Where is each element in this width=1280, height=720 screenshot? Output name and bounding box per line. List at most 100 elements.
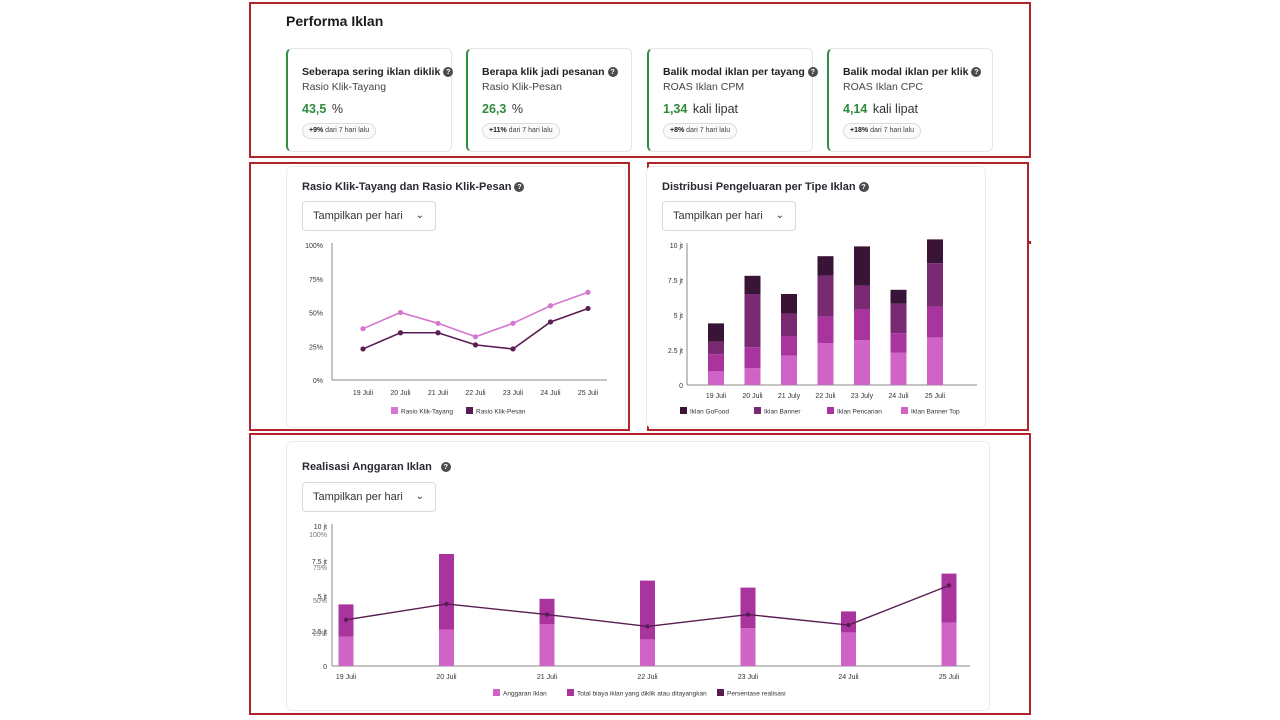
y-tick-percent-label: 25%	[313, 631, 327, 638]
data-point	[397, 309, 404, 316]
help-icon[interactable]: ?	[807, 67, 818, 78]
bar-segment	[740, 587, 756, 629]
x-tick-label: 23 Juli	[738, 674, 759, 681]
bar-segment	[744, 275, 761, 294]
realization-point	[444, 601, 449, 607]
realization-point	[544, 612, 550, 617]
y-tick-label: 0%	[313, 378, 323, 385]
chevron-down-icon: ⌄	[775, 210, 784, 221]
bar-segment	[927, 337, 943, 385]
legend-label: Iklan Pencarian	[837, 409, 882, 416]
help-icon[interactable]: ?	[443, 67, 454, 78]
y-tick-percent-label: 75%	[313, 565, 327, 572]
x-tick-label: 25 Juli	[578, 390, 599, 397]
x-tick-label: 20 Juli	[390, 390, 411, 397]
y-tick-label: 25%	[309, 344, 323, 351]
data-point	[397, 330, 404, 336]
ratio-period-dropdown[interactable]: Tampilkan per hari ⌄	[302, 201, 436, 231]
metric-card-subtitle: Rasio Klik-Tayang	[302, 81, 387, 93]
metric-card-title: Balik modal iklan per klik?	[843, 66, 982, 78]
bar-segment	[817, 343, 834, 385]
x-tick-label: 23 Juli	[503, 390, 524, 397]
metric-card-value: 1,34 kali lipat	[663, 102, 738, 116]
y-tick-percent-label: 50%	[313, 598, 327, 605]
data-point	[360, 346, 366, 352]
legend-swatch	[567, 689, 574, 696]
legend-swatch	[754, 407, 761, 414]
performa-title: Performa Iklan	[286, 13, 384, 29]
metric-card-value: 4,14 kali lipat	[843, 102, 918, 116]
bar-segment	[854, 246, 870, 286]
x-tick-label: 20 Juli	[742, 393, 763, 400]
help-icon[interactable]: ?	[514, 182, 525, 193]
metric-card-roas-cpm[interactable]: Balik modal iklan per tayang? ROAS Iklan…	[647, 48, 818, 152]
metric-card-roas-cpc[interactable]: Balik modal iklan per klik? ROAS Iklan C…	[827, 48, 993, 152]
x-tick-label: 22 Juli	[815, 393, 836, 400]
distribution-period-dropdown[interactable]: Tampilkan per hari ⌄	[662, 201, 796, 231]
budget-combo-chart: 0 2.5 jt 5 jt 7.5 jt 10 jt 25% 50% 75% 100% 19 Ju…	[309, 524, 970, 698]
metric-card-value: 43,5 %	[302, 102, 343, 116]
y-tick-label: 10 jt	[314, 524, 327, 531]
data-point	[585, 289, 591, 295]
bar-segment	[708, 341, 724, 355]
x-tick-label: 24 Juli	[838, 674, 859, 681]
ratio-chart-title: Rasio Klik-Tayang dan Rasio Klik-Pesan?	[302, 181, 525, 193]
ratio-line-chart: 0% 25% 50% 75% 100% 19 Juli 20 Juli 21 Juli 22 J…	[305, 243, 607, 416]
y-tick-percent-label: 100%	[309, 532, 327, 539]
bar-segment	[854, 309, 870, 341]
legend-label: Iklan Banner Top	[911, 409, 960, 416]
x-tick-label: 24 Juli	[888, 393, 909, 400]
bar-segment	[927, 306, 943, 338]
bar-segment	[640, 639, 655, 666]
metric-card-subtitle: ROAS Iklan CPM	[663, 81, 745, 93]
legend-swatch	[827, 407, 834, 414]
legend-swatch	[466, 407, 473, 414]
bar-segment	[817, 316, 834, 343]
help-icon[interactable]: ?	[858, 182, 869, 193]
annotation-dot	[1028, 241, 1031, 244]
x-tick-label: 25 Juli	[939, 674, 960, 681]
legend-swatch	[717, 689, 724, 696]
data-point	[585, 305, 591, 312]
x-tick-label: 24 Juli	[540, 390, 561, 397]
bar-segment	[781, 294, 797, 314]
realization-point	[745, 612, 751, 617]
bar-segment	[740, 628, 756, 666]
bar-segment	[781, 355, 797, 385]
bar-segment	[890, 303, 907, 334]
data-point	[435, 320, 441, 326]
metric-card-conversion[interactable]: Berapa klik jadi pesanan? Rasio Klik-Pes…	[466, 48, 632, 152]
legend-swatch	[493, 689, 500, 696]
data-point	[510, 320, 516, 326]
series-line	[362, 291, 589, 338]
x-tick-label: 20 Juli	[436, 674, 457, 681]
x-tick-label: 19 Juli	[336, 674, 357, 681]
metric-card-ctr[interactable]: Seberapa sering iklan diklik? Rasio Klik…	[286, 48, 454, 152]
help-icon[interactable]: ?	[440, 462, 451, 473]
change-badge: +9% dari 7 hari lalu	[302, 123, 377, 139]
metric-card-subtitle: Rasio Klik-Pesan	[482, 81, 562, 93]
distribution-chart-title: Distribusi Pengeluaran per Tipe Iklan?	[662, 181, 869, 193]
legend-swatch	[901, 407, 908, 414]
bar-segment	[841, 611, 856, 633]
bar-segment	[708, 354, 724, 371]
budget-period-dropdown[interactable]: Tampilkan per hari ⌄	[302, 482, 436, 512]
bar-segment	[781, 336, 797, 356]
change-badge: +8% dari 7 hari lalu	[663, 123, 738, 139]
help-icon[interactable]: ?	[971, 67, 982, 78]
x-tick-label: 21 Juli	[428, 390, 449, 397]
y-tick-label: 5 jt	[674, 313, 683, 320]
legend-label: Iklan GoFood	[690, 409, 729, 416]
y-tick-label: 0	[679, 383, 683, 390]
data-point	[435, 330, 441, 336]
x-tick-label: 25 Juli	[925, 393, 946, 400]
distribution-bar-chart: 0 2.5 jt 5 jt 7.5 jt 10 jt 19 Juli 20 Juli 21 J…	[668, 239, 977, 416]
x-tick-label: 22 Juli	[637, 674, 658, 681]
bar-segment	[539, 598, 555, 624]
budget-chart-title: Realisasi Anggaran Iklan?	[302, 461, 451, 473]
highlight-frame-performa	[249, 2, 1031, 158]
legend-label: Iklan Banner	[764, 409, 801, 416]
x-tick-label: 21 Juli	[537, 674, 558, 681]
help-icon[interactable]: ?	[607, 67, 618, 78]
realization-point	[645, 624, 650, 629]
